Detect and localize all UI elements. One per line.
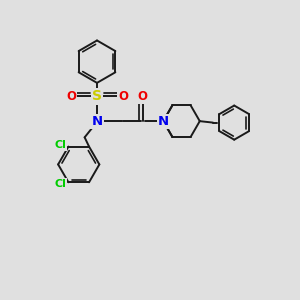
Text: O: O (118, 90, 128, 103)
Text: O: O (66, 90, 76, 103)
Text: Cl: Cl (54, 140, 66, 150)
Text: N: N (92, 115, 103, 128)
Text: N: N (158, 115, 169, 128)
Text: Cl: Cl (54, 179, 66, 189)
Text: O: O (138, 91, 148, 103)
Text: S: S (92, 89, 102, 103)
